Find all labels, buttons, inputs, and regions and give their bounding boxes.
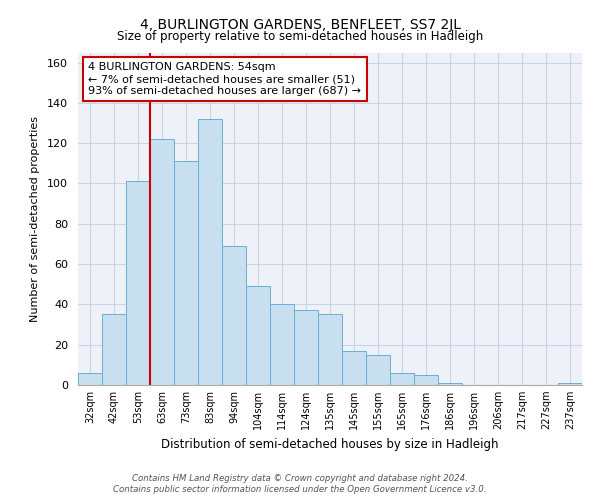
Bar bbox=[318, 314, 342, 385]
X-axis label: Distribution of semi-detached houses by size in Hadleigh: Distribution of semi-detached houses by … bbox=[161, 438, 499, 450]
Bar bbox=[126, 182, 150, 385]
Bar bbox=[246, 286, 270, 385]
Text: Size of property relative to semi-detached houses in Hadleigh: Size of property relative to semi-detach… bbox=[117, 30, 483, 43]
Bar bbox=[558, 383, 582, 385]
Bar bbox=[414, 375, 438, 385]
Text: 4 BURLINGTON GARDENS: 54sqm
← 7% of semi-detached houses are smaller (51)
93% of: 4 BURLINGTON GARDENS: 54sqm ← 7% of semi… bbox=[88, 62, 361, 96]
Text: Contains HM Land Registry data © Crown copyright and database right 2024.
Contai: Contains HM Land Registry data © Crown c… bbox=[113, 474, 487, 494]
Bar bbox=[294, 310, 318, 385]
Bar bbox=[78, 373, 102, 385]
Bar bbox=[438, 383, 462, 385]
Bar bbox=[342, 350, 366, 385]
Bar bbox=[174, 162, 198, 385]
Bar bbox=[270, 304, 294, 385]
Bar bbox=[198, 119, 222, 385]
Bar bbox=[102, 314, 126, 385]
Text: 4, BURLINGTON GARDENS, BENFLEET, SS7 2JL: 4, BURLINGTON GARDENS, BENFLEET, SS7 2JL bbox=[139, 18, 461, 32]
Bar bbox=[366, 355, 390, 385]
Y-axis label: Number of semi-detached properties: Number of semi-detached properties bbox=[30, 116, 40, 322]
Bar bbox=[222, 246, 246, 385]
Bar bbox=[390, 373, 414, 385]
Bar bbox=[150, 139, 174, 385]
